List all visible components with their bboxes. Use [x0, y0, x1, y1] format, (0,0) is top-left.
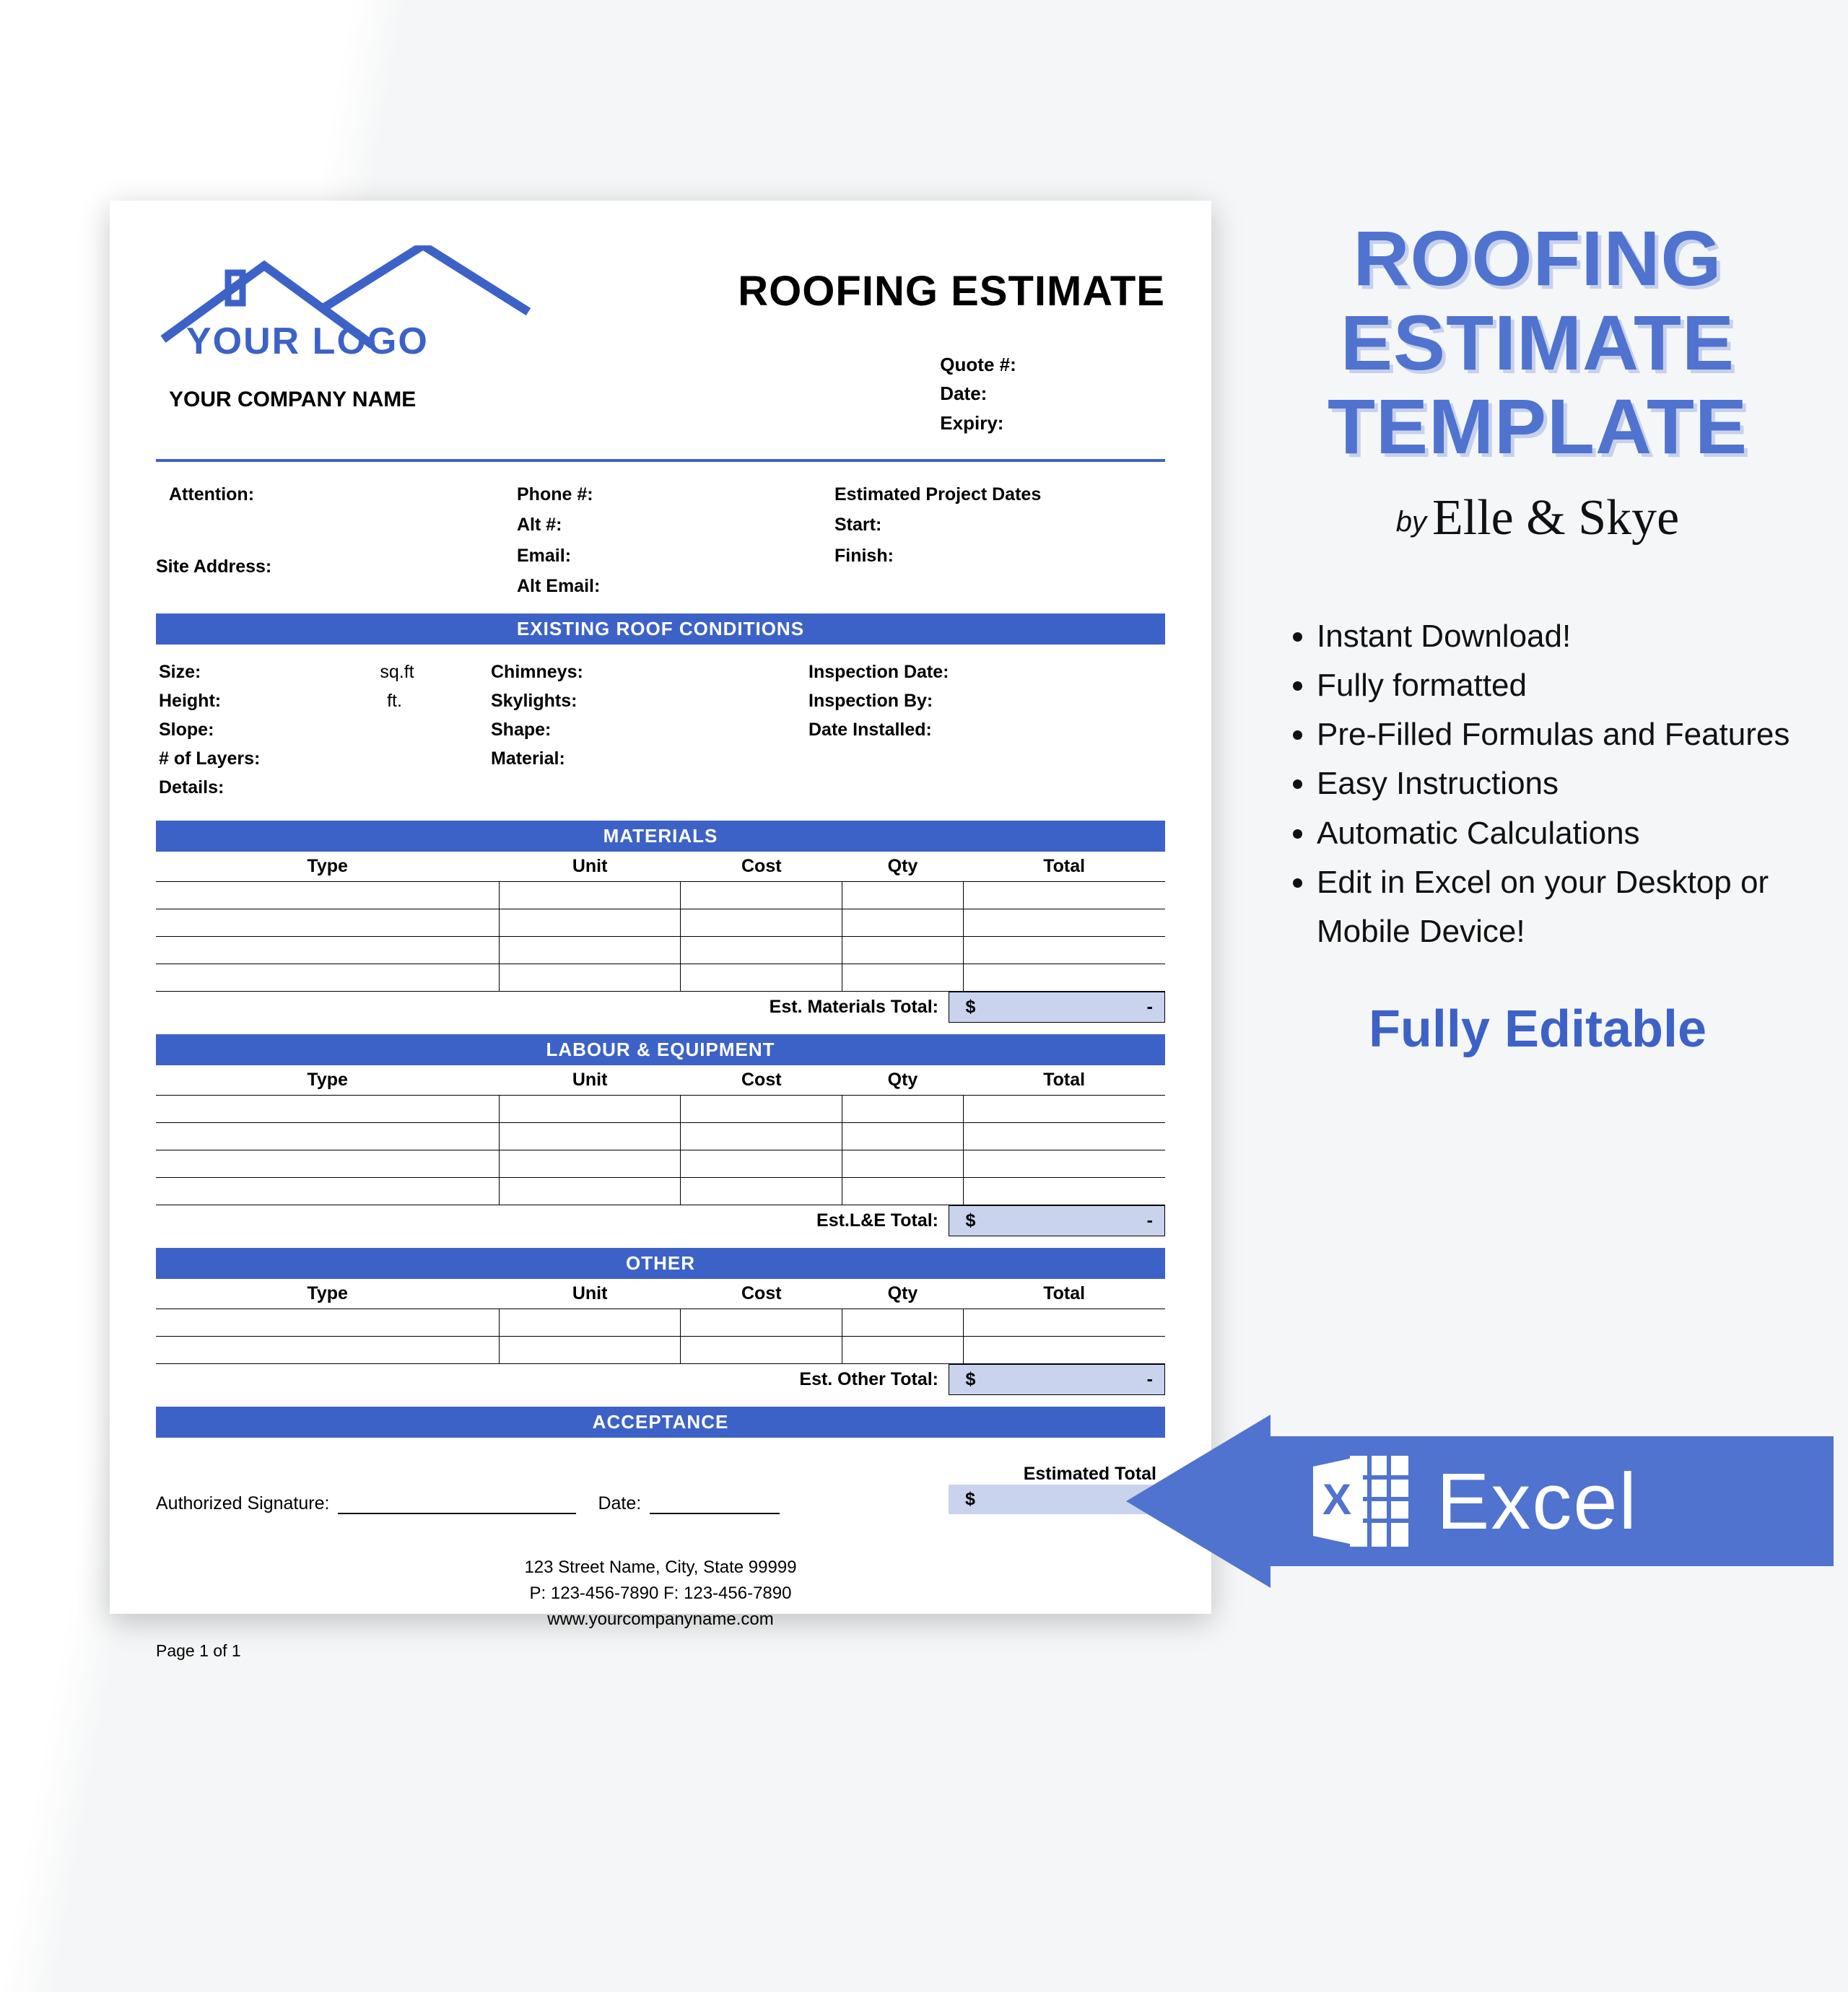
marketing-panel: ROOFING ESTIMATE TEMPLATE byElle & Skye …	[1270, 217, 1805, 1059]
materials-table: TypeUnitCostQtyTotal	[156, 852, 1165, 992]
logo-block: YOUR LOGO YOUR COMPANY NAME	[156, 245, 575, 412]
byline: byElle & Skye	[1270, 489, 1805, 547]
start-label: Start:	[834, 510, 1165, 541]
quote-date-label: Date:	[940, 379, 1165, 408]
footer-address: 123 Street Name, City, State 99999	[156, 1555, 1165, 1581]
table-row	[156, 1336, 1165, 1363]
table-row	[156, 881, 1165, 909]
list-item: Edit in Excel on your Desktop or Mobile …	[1317, 858, 1805, 956]
sig-date-label: Date:	[576, 1493, 650, 1514]
alt-phone-label: Alt #:	[517, 510, 834, 541]
table-header: TypeUnitCostQtyTotal	[156, 1279, 1165, 1309]
table-row	[156, 1095, 1165, 1122]
company-name: YOUR COMPANY NAME	[169, 388, 575, 412]
labour-subtotal: Est.L&E Total: $ -	[156, 1205, 1165, 1236]
email-label: Email:	[517, 541, 834, 572]
section-acceptance: ACCEPTANCE	[156, 1407, 1165, 1438]
excel-badge: X Excel	[1126, 1415, 1834, 1588]
list-item: Pre-Filled Formulas and Features	[1317, 710, 1805, 759]
signature-row: Authorized Signature: Date: Estimated To…	[156, 1464, 1165, 1514]
site-address-label: Site Address:	[156, 551, 517, 582]
project-dates-label: Estimated Project Dates	[834, 479, 1165, 510]
divider	[156, 459, 1165, 462]
page-number: Page 1 of 1	[156, 1641, 1165, 1661]
table-row	[156, 1309, 1165, 1336]
footer-phones: P: 123-456-7890 F: 123-456-7890	[156, 1581, 1165, 1607]
quote-expiry-label: Expiry:	[940, 409, 1165, 437]
section-conditions: EXISTING ROOF CONDITIONS	[156, 613, 1165, 645]
other-table: TypeUnitCostQtyTotal	[156, 1279, 1165, 1364]
materials-subtotal: Est. Materials Total: $ -	[156, 992, 1165, 1023]
phone-label: Phone #:	[517, 479, 834, 510]
document-header: YOUR LOGO YOUR COMPANY NAME ROOFING ESTI…	[156, 245, 1165, 437]
feature-list: Instant Download! Fully formatted Pre-Fi…	[1270, 612, 1805, 956]
footer-web: www.yourcompanyname.com	[156, 1607, 1165, 1633]
table-row	[156, 909, 1165, 936]
table-row	[156, 1122, 1165, 1150]
section-labour: LABOUR & EQUIPMENT	[156, 1034, 1165, 1065]
table-row	[156, 1150, 1165, 1177]
estimate-document: YOUR LOGO YOUR COMPANY NAME ROOFING ESTI…	[110, 201, 1211, 1614]
list-item: Easy Instructions	[1317, 759, 1805, 808]
list-item: Automatic Calculations	[1317, 809, 1805, 858]
fully-editable-label: Fully Editable	[1270, 1000, 1805, 1059]
finish-label: Finish:	[834, 541, 1165, 572]
labour-table: TypeUnitCostQtyTotal	[156, 1065, 1165, 1205]
excel-icon: X	[1307, 1447, 1415, 1555]
table-row	[156, 1177, 1165, 1205]
quote-meta: Quote #: Date: Expiry:	[940, 350, 1165, 437]
list-item: Instant Download!	[1317, 612, 1805, 661]
list-item: Fully formatted	[1317, 661, 1805, 710]
document-title: ROOFING ESTIMATE	[738, 267, 1165, 315]
table-header: TypeUnitCostQtyTotal	[156, 852, 1165, 882]
excel-label: Excel	[1437, 1456, 1638, 1547]
quote-number-label: Quote #:	[940, 350, 1165, 379]
product-title: ROOFING ESTIMATE TEMPLATE	[1270, 217, 1805, 469]
table-header: TypeUnitCostQtyTotal	[156, 1065, 1165, 1096]
conditions-grid: Size:sq.ft Height:ft. Slope: # of Layers…	[156, 645, 1165, 809]
other-subtotal: Est. Other Total: $ -	[156, 1364, 1165, 1395]
title-block: ROOFING ESTIMATE Quote #: Date: Expiry:	[738, 245, 1165, 437]
section-other: OTHER	[156, 1248, 1165, 1279]
table-row	[156, 936, 1165, 964]
attention-label: Attention:	[169, 479, 517, 510]
table-row	[156, 964, 1165, 991]
svg-text:X: X	[1322, 1475, 1351, 1524]
document-footer: 123 Street Name, City, State 99999 P: 12…	[156, 1555, 1165, 1633]
section-materials: MATERIALS	[156, 821, 1165, 852]
auth-sig-label: Authorized Signature:	[156, 1493, 338, 1514]
alt-email-label: Alt Email:	[517, 571, 834, 602]
client-info: Attention: Site Address: Phone #: Alt #:…	[156, 479, 1165, 602]
